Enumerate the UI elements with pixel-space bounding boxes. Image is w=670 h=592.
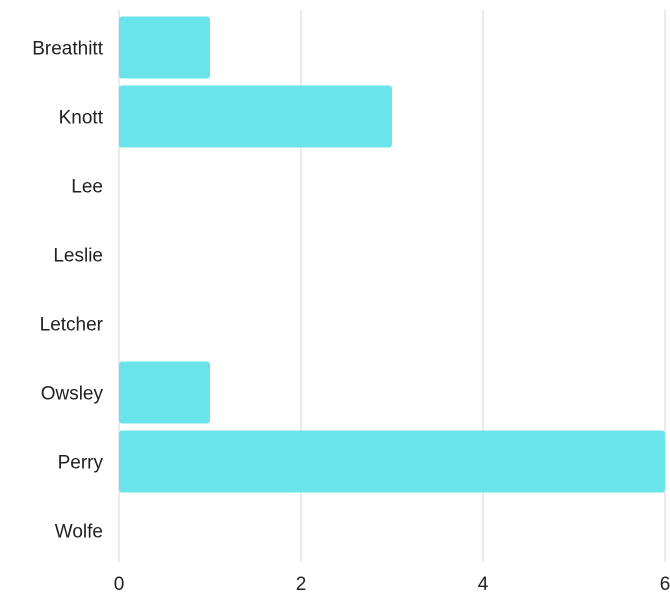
bar-owsley: [119, 361, 210, 424]
category-labels: Breathitt Knott Lee Leslie Letcher Owsley Perr…: [32, 39, 103, 543]
x-tick-label: 2: [296, 574, 307, 592]
x-tick-label: 0: [114, 574, 125, 592]
category-label-owsley: Owsley: [41, 384, 104, 405]
category-label-wolfe: Wolfe: [55, 522, 103, 543]
category-label-knott: Knott: [59, 108, 104, 129]
bars: [119, 16, 665, 493]
category-label-letcher: Letcher: [40, 315, 104, 336]
category-label-leslie: Leslie: [53, 246, 103, 267]
bar-breathitt: [119, 16, 210, 79]
bar-knott: [119, 85, 392, 148]
x-tick-label: 6: [660, 574, 670, 592]
x-tick-label: 4: [478, 574, 489, 592]
bar-perry: [119, 430, 665, 493]
category-label-lee: Lee: [71, 177, 103, 198]
category-label-breathitt: Breathitt: [32, 39, 103, 60]
x-tick-labels: 0 2 4 6: [114, 574, 670, 592]
category-label-perry: Perry: [58, 453, 104, 474]
